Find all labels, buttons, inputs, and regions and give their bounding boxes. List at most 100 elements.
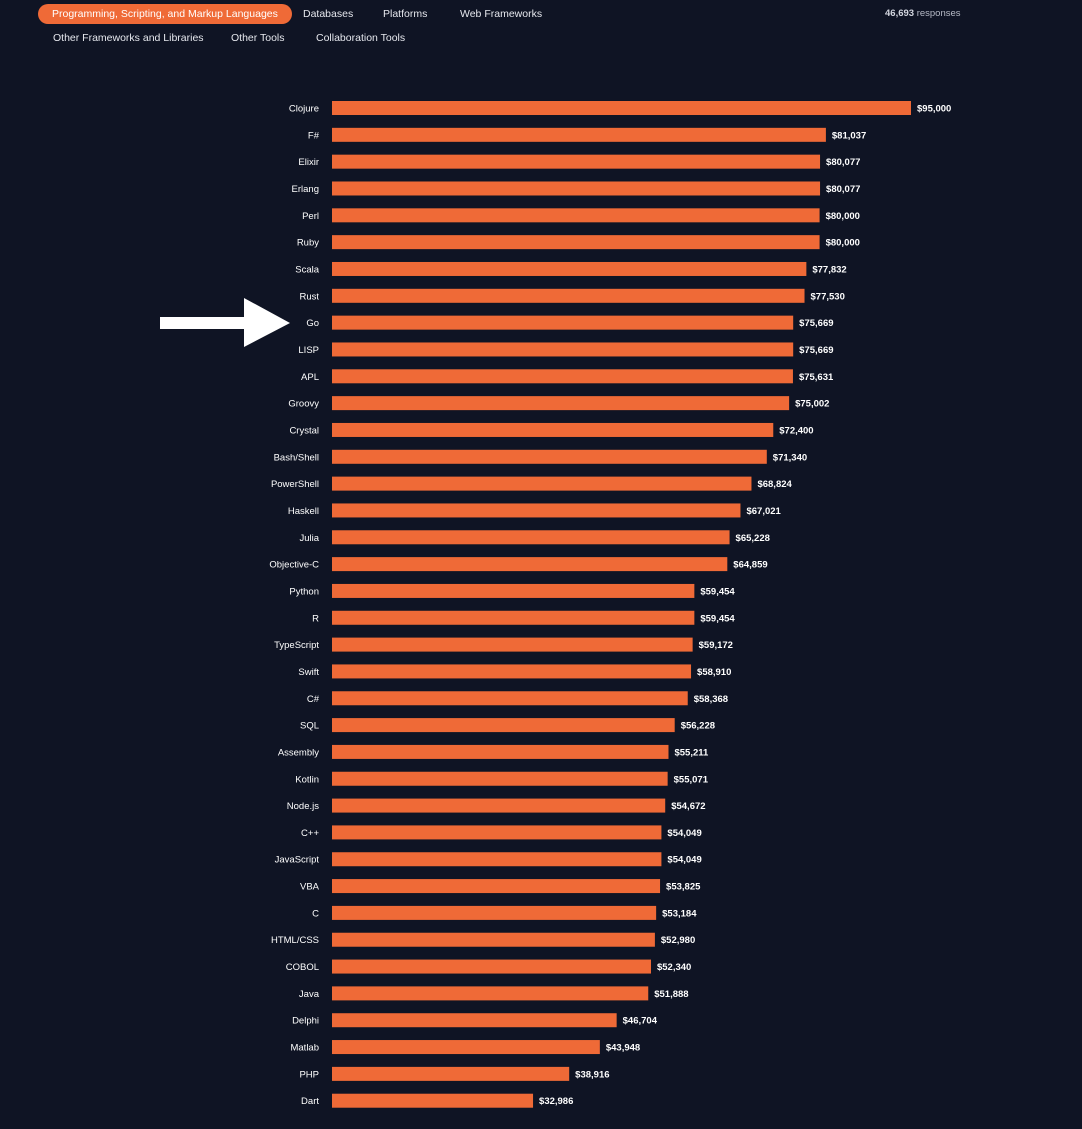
value-label: $68,824 xyxy=(757,479,792,490)
category-label: Dart xyxy=(301,1096,319,1107)
bar[interactable] xyxy=(332,744,669,759)
value-label: $54,672 xyxy=(671,801,705,812)
value-label: $55,211 xyxy=(674,747,709,758)
bar[interactable] xyxy=(332,798,666,813)
bar[interactable] xyxy=(332,154,821,169)
bar[interactable] xyxy=(332,342,794,357)
category-label: HTML/CSS xyxy=(271,935,319,946)
value-label: $75,631 xyxy=(799,372,834,383)
bar[interactable] xyxy=(332,476,752,491)
value-label: $81,037 xyxy=(832,130,866,141)
value-label: $59,454 xyxy=(700,586,735,597)
bar[interactable] xyxy=(332,905,657,920)
right-arrow-icon xyxy=(160,298,290,347)
category-label: Groovy xyxy=(288,399,319,410)
value-label: $52,980 xyxy=(661,935,695,946)
value-label: $53,184 xyxy=(662,908,697,919)
value-label: $72,400 xyxy=(779,425,813,436)
category-label: Matlab xyxy=(290,1043,319,1054)
category-label: Java xyxy=(299,989,320,1000)
category-label: Elixir xyxy=(298,157,319,168)
tab-web-frameworks[interactable]: Web Frameworks xyxy=(460,8,543,20)
tab-databases[interactable]: Databases xyxy=(303,8,354,20)
bar[interactable] xyxy=(332,557,728,572)
bar[interactable] xyxy=(332,691,688,706)
bar[interactable] xyxy=(332,852,662,867)
response-count-label: responses xyxy=(916,8,961,19)
category-label: F# xyxy=(308,130,320,141)
bar[interactable] xyxy=(332,396,790,411)
category-label: Rust xyxy=(299,291,319,302)
value-label: $65,228 xyxy=(736,533,770,544)
bar[interactable] xyxy=(332,369,793,384)
tab-platforms[interactable]: Platforms xyxy=(383,8,428,20)
value-label: $77,530 xyxy=(811,291,845,302)
value-label: $80,077 xyxy=(826,184,860,195)
bar[interactable] xyxy=(332,959,651,974)
category-label: C xyxy=(312,908,319,919)
bar[interactable] xyxy=(332,1040,600,1055)
bar[interactable] xyxy=(332,181,821,196)
bar[interactable] xyxy=(332,583,695,598)
bar[interactable] xyxy=(332,127,826,142)
bar[interactable] xyxy=(332,503,741,518)
category-label: Objective-C xyxy=(269,560,319,571)
category-label: Delphi xyxy=(292,1016,319,1027)
category-label: C# xyxy=(307,694,320,705)
value-label: $77,832 xyxy=(812,264,846,275)
bar[interactable] xyxy=(332,101,911,115)
value-label: $80,000 xyxy=(826,238,860,249)
tab-other-tools[interactable]: Other Tools xyxy=(231,32,285,44)
tab-collaboration-tools[interactable]: Collaboration Tools xyxy=(316,32,406,44)
value-label: $32,986 xyxy=(539,1096,573,1107)
bar[interactable] xyxy=(332,610,695,625)
value-label: $75,669 xyxy=(799,345,833,356)
value-label: $59,454 xyxy=(700,613,735,624)
category-label: LISP xyxy=(298,345,319,356)
category-label: COBOL xyxy=(286,962,319,973)
tab-programming-languages[interactable]: Programming, Scripting, and Markup Langu… xyxy=(38,4,292,24)
bar[interactable] xyxy=(332,235,820,250)
category-label: Haskell xyxy=(288,506,319,517)
bar[interactable] xyxy=(332,664,692,679)
bar[interactable] xyxy=(332,1066,570,1081)
category-label: C++ xyxy=(301,828,319,839)
filter-tabs: Programming, Scripting, and Markup Langu… xyxy=(0,0,1082,60)
bar[interactable] xyxy=(332,718,675,733)
value-label: $80,077 xyxy=(826,157,860,168)
category-label: Ruby xyxy=(297,238,319,249)
bar[interactable] xyxy=(332,449,767,464)
category-label: Julia xyxy=(299,533,319,544)
bar[interactable] xyxy=(332,932,655,947)
value-label: $51,888 xyxy=(654,989,688,1000)
bar[interactable] xyxy=(332,530,730,545)
value-label: $67,021 xyxy=(746,506,781,517)
value-label: $54,049 xyxy=(667,828,701,839)
bar[interactable] xyxy=(332,986,649,1001)
value-label: $59,172 xyxy=(699,640,733,651)
category-label: Kotlin xyxy=(295,774,319,785)
category-label: Crystal xyxy=(289,425,319,436)
value-label: $52,340 xyxy=(657,962,691,973)
bar[interactable] xyxy=(332,315,794,330)
bar[interactable] xyxy=(332,825,662,840)
bar[interactable] xyxy=(332,879,661,894)
response-count: 46,693 responses xyxy=(885,4,961,24)
bar[interactable] xyxy=(332,1013,617,1028)
tab-other-frameworks[interactable]: Other Frameworks and Libraries xyxy=(53,32,204,44)
value-label: $58,368 xyxy=(694,694,728,705)
category-label: JavaScript xyxy=(275,855,320,866)
category-label: Assembly xyxy=(278,747,319,758)
bar[interactable] xyxy=(332,771,668,786)
bar[interactable] xyxy=(332,288,805,303)
bar[interactable] xyxy=(332,637,693,652)
category-label: Go xyxy=(306,318,319,329)
bar[interactable] xyxy=(332,1093,534,1108)
category-label: R xyxy=(312,613,319,624)
bar[interactable] xyxy=(332,261,807,276)
value-label: $58,910 xyxy=(697,667,731,678)
bar[interactable] xyxy=(332,422,774,437)
bar[interactable] xyxy=(332,208,820,223)
category-label: SQL xyxy=(300,721,319,732)
